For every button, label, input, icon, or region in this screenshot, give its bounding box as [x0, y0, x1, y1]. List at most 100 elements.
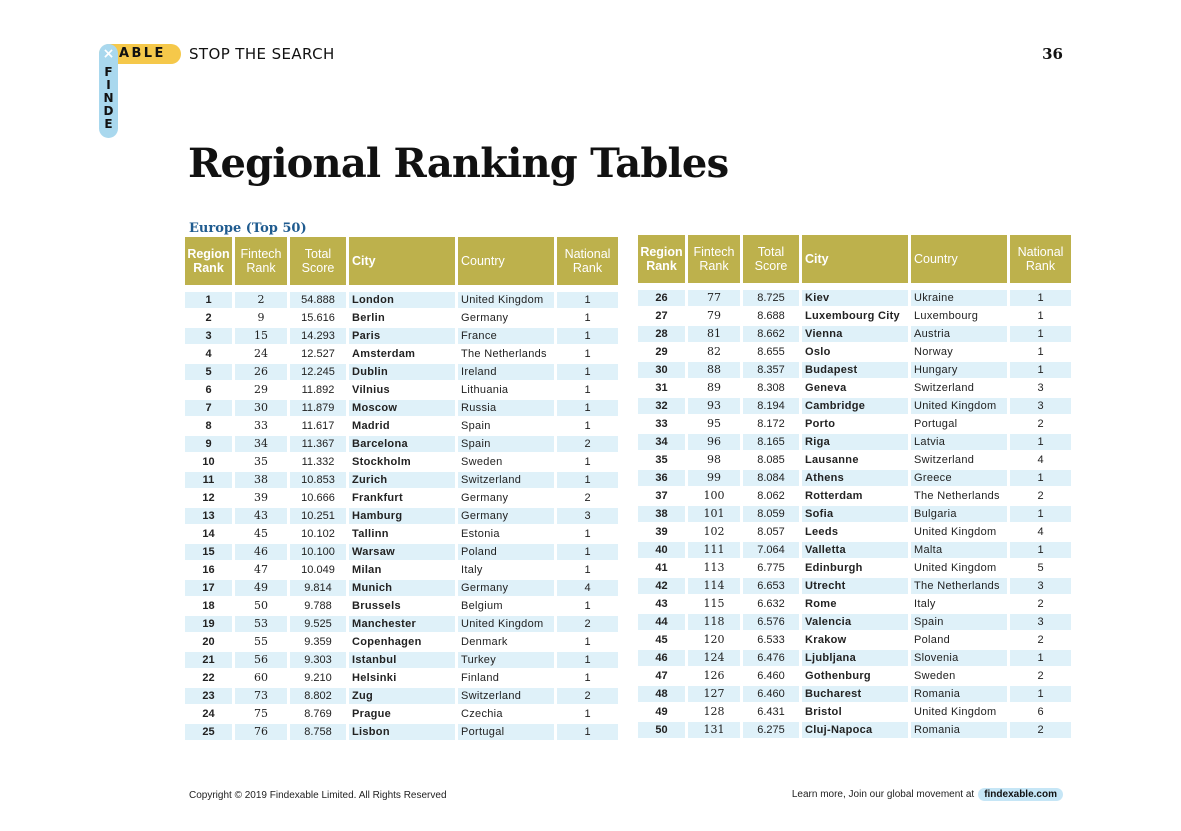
column-header-national-rank: National Rank	[557, 237, 618, 285]
cell-region-rank: 38	[638, 506, 685, 522]
cell-national-rank: 1	[1010, 506, 1071, 522]
cell-region-rank: 30	[638, 362, 685, 378]
cell-city: Madrid	[349, 418, 455, 434]
cell-fintech-rank: 60	[235, 670, 287, 686]
cell-fintech-rank: 29	[235, 382, 287, 398]
cell-city: Athens	[802, 470, 908, 486]
cell-fintech-rank: 127	[688, 686, 740, 702]
cell-region-rank: 18	[185, 598, 232, 614]
cell-total-score: 8.062	[743, 488, 799, 504]
cell-fintech-rank: 43	[235, 508, 287, 524]
cell-fintech-rank: 111	[688, 542, 740, 558]
cell-city: Leeds	[802, 524, 908, 540]
cell-region-rank: 42	[638, 578, 685, 594]
cell-fintech-rank: 46	[235, 544, 287, 560]
cell-national-rank: 3	[557, 508, 618, 524]
cell-national-rank: 1	[557, 400, 618, 416]
cell-country: Slovenia	[911, 650, 1007, 666]
cell-city: Riga	[802, 434, 908, 450]
cell-national-rank: 3	[1010, 578, 1071, 594]
cell-city: Copenhagen	[349, 634, 455, 650]
table-row: 5 26 12.245 Dublin Ireland 1	[185, 364, 618, 380]
cell-country: Spain	[911, 614, 1007, 630]
table-row: 43 115 6.632 Rome Italy 2	[638, 596, 1071, 612]
table-row: 22 60 9.210 Helsinki Finland 1	[185, 670, 618, 686]
footer-copyright: Copyright © 2019 Findexable Limited. All…	[189, 790, 447, 801]
cell-total-score: 8.357	[743, 362, 799, 378]
cell-city: Rome	[802, 596, 908, 612]
column-header-country: Country	[458, 237, 554, 285]
cell-total-score: 6.476	[743, 650, 799, 666]
cell-city: Dublin	[349, 364, 455, 380]
cell-city: Luxembourg City	[802, 308, 908, 324]
cell-country: Spain	[458, 436, 554, 452]
cell-fintech-rank: 128	[688, 704, 740, 720]
logo-letter: I	[106, 78, 111, 92]
logo-x-icon: ×	[102, 46, 115, 62]
cell-total-score: 10.853	[290, 472, 346, 488]
cell-national-rank: 1	[557, 598, 618, 614]
cell-city: Stockholm	[349, 454, 455, 470]
cell-country: Sweden	[911, 668, 1007, 684]
cell-national-rank: 1	[1010, 344, 1071, 360]
cell-city: Moscow	[349, 400, 455, 416]
cell-fintech-rank: 15	[235, 328, 287, 344]
cell-fintech-rank: 33	[235, 418, 287, 434]
cell-region-rank: 40	[638, 542, 685, 558]
table-row: 11 38 10.853 Zurich Switzerland 1	[185, 472, 618, 488]
cell-country: Hungary	[911, 362, 1007, 378]
table-row: 18 50 9.788 Brussels Belgium 1	[185, 598, 618, 614]
logo-horizontal-bar	[99, 44, 181, 64]
cell-city: Zug	[349, 688, 455, 704]
cell-total-score: 11.879	[290, 400, 346, 416]
column-header-fintech-rank: Fintech Rank	[235, 237, 287, 285]
cell-fintech-rank: 115	[688, 596, 740, 612]
ranking-table-left: Region Rank Fintech Rank Total Score Cit…	[182, 235, 621, 742]
cell-country: Malta	[911, 542, 1007, 558]
cell-fintech-rank: 113	[688, 560, 740, 576]
cell-fintech-rank: 79	[688, 308, 740, 324]
table-row: 17 49 9.814 Munich Germany 4	[185, 580, 618, 596]
cell-city: Warsaw	[349, 544, 455, 560]
table-row: 31 89 8.308 Geneva Switzerland 3	[638, 380, 1071, 396]
section-label: Europe (Top 50)	[189, 221, 307, 236]
cell-country: The Netherlands	[911, 578, 1007, 594]
cell-total-score: 6.576	[743, 614, 799, 630]
table-row: 37 100 8.062 Rotterdam The Netherlands 2	[638, 488, 1071, 504]
cell-city: Utrecht	[802, 578, 908, 594]
cell-fintech-rank: 101	[688, 506, 740, 522]
cell-total-score: 8.802	[290, 688, 346, 704]
table-row: 20 55 9.359 Copenhagen Denmark 1	[185, 634, 618, 650]
cell-national-rank: 5	[1010, 560, 1071, 576]
cell-region-rank: 27	[638, 308, 685, 324]
cell-total-score: 8.655	[743, 344, 799, 360]
cell-country: Poland	[911, 632, 1007, 648]
cell-national-rank: 1	[557, 382, 618, 398]
table-row: 12 39 10.666 Frankfurt Germany 2	[185, 490, 618, 506]
cell-fintech-rank: 96	[688, 434, 740, 450]
table-row: 13 43 10.251 Hamburg Germany 3	[185, 508, 618, 524]
cell-region-rank: 1	[185, 292, 232, 308]
cell-national-rank: 1	[557, 472, 618, 488]
cell-fintech-rank: 24	[235, 346, 287, 362]
cell-city: Vienna	[802, 326, 908, 342]
table-body: 1 2 54.888 London United Kingdom 1 2 9 15.616 Ber…	[185, 287, 618, 740]
cell-fintech-rank: 81	[688, 326, 740, 342]
cell-fintech-rank: 99	[688, 470, 740, 486]
table-row: 32 93 8.194 Cambridge United Kingdom 3	[638, 398, 1071, 414]
cell-city: Lausanne	[802, 452, 908, 468]
cell-region-rank: 28	[638, 326, 685, 342]
cell-total-score: 11.367	[290, 436, 346, 452]
cell-national-rank: 1	[557, 652, 618, 668]
table-row: 41 113 6.775 Edinburgh United Kingdom 5	[638, 560, 1071, 576]
cell-national-rank: 1	[1010, 686, 1071, 702]
table-row: 9 34 11.367 Barcelona Spain 2	[185, 436, 618, 452]
footer-website-link[interactable]: findexable.com	[978, 788, 1063, 801]
cell-city: Hamburg	[349, 508, 455, 524]
column-header-fintech-rank: Fintech Rank	[688, 235, 740, 283]
cell-total-score: 8.769	[290, 706, 346, 722]
cell-fintech-rank: 49	[235, 580, 287, 596]
cell-country: Romania	[911, 722, 1007, 738]
cell-region-rank: 26	[638, 290, 685, 306]
cell-city: Ljubljana	[802, 650, 908, 666]
